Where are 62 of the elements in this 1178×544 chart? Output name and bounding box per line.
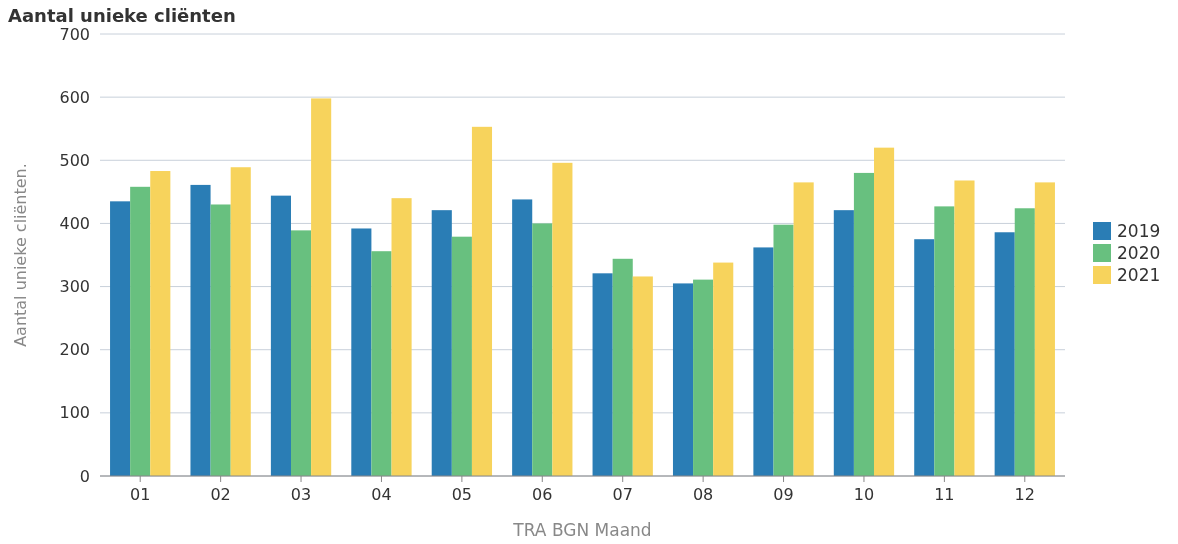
bar bbox=[431, 210, 452, 476]
x-tick-label: 04 bbox=[371, 485, 392, 504]
bar bbox=[351, 228, 372, 476]
legend-label: 2021 bbox=[1117, 264, 1161, 285]
bar bbox=[471, 126, 493, 476]
bar bbox=[612, 258, 633, 476]
y-tick-label: 400 bbox=[59, 214, 90, 234]
x-tick-label: 01 bbox=[130, 485, 151, 504]
bar bbox=[934, 206, 955, 476]
bar bbox=[391, 198, 412, 476]
bar bbox=[632, 276, 653, 476]
y-tick-label: 700 bbox=[59, 24, 90, 44]
bar bbox=[130, 186, 151, 476]
bar bbox=[210, 204, 231, 476]
x-tick-label: 07 bbox=[612, 485, 633, 504]
legend-label: 2020 bbox=[1117, 242, 1161, 263]
x-tick-label: 10 bbox=[853, 485, 875, 504]
legend-label: 2019 bbox=[1117, 220, 1161, 241]
bar bbox=[833, 210, 854, 476]
y-tick-label: 600 bbox=[59, 87, 90, 107]
y-tick-label: 100 bbox=[59, 403, 90, 423]
x-tick-label: 08 bbox=[692, 485, 714, 504]
bar bbox=[713, 262, 734, 476]
bar bbox=[190, 184, 211, 476]
bar bbox=[773, 224, 794, 476]
x-tick-label: 09 bbox=[773, 485, 794, 504]
y-axis-title: Aantal unieke cliënten. bbox=[11, 163, 30, 347]
x-axis-title: TRA BGN Maand bbox=[512, 520, 652, 540]
bar bbox=[853, 172, 875, 476]
bar bbox=[552, 162, 573, 476]
bar bbox=[110, 201, 131, 476]
bar bbox=[672, 283, 694, 476]
y-tick-label: 200 bbox=[59, 340, 90, 360]
bar bbox=[1034, 182, 1055, 476]
x-tick-label: 06 bbox=[532, 485, 553, 504]
bar bbox=[1014, 208, 1035, 476]
x-tick-label: 03 bbox=[290, 485, 312, 504]
bar bbox=[150, 171, 171, 476]
y-tick-label: 300 bbox=[59, 277, 90, 297]
bar bbox=[230, 167, 251, 476]
bar bbox=[994, 232, 1015, 476]
y-tick-label: 500 bbox=[59, 150, 90, 170]
bar bbox=[693, 279, 714, 476]
bar bbox=[753, 247, 774, 476]
x-tick-label: 11 bbox=[934, 485, 955, 504]
bar bbox=[874, 147, 895, 476]
bar bbox=[512, 199, 533, 476]
chart-title: Aantal unieke cliënten bbox=[8, 5, 236, 26]
x-tick-label: 12 bbox=[1014, 485, 1035, 504]
bar bbox=[532, 223, 553, 476]
x-tick-label: 05 bbox=[451, 485, 473, 504]
bar bbox=[954, 180, 975, 476]
bar bbox=[311, 98, 332, 476]
bar bbox=[451, 236, 472, 476]
bar bbox=[592, 273, 613, 476]
bar bbox=[914, 239, 935, 476]
bar bbox=[793, 182, 814, 476]
x-tick-label: 02 bbox=[210, 485, 231, 504]
bar bbox=[290, 230, 312, 476]
y-tick-label: 0 bbox=[79, 466, 90, 486]
bar bbox=[270, 195, 291, 476]
bar bbox=[371, 251, 392, 476]
